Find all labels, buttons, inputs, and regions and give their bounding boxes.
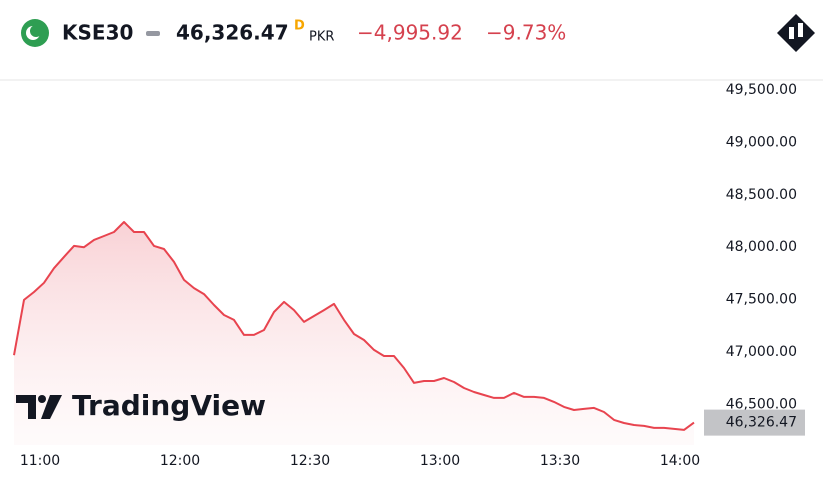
last-price-label: 46,326.47	[726, 415, 797, 431]
currency: PKR	[309, 30, 334, 45]
candle-icon	[777, 14, 815, 52]
y-tick-label: 47,500.00	[726, 292, 797, 308]
x-tick-label: 13:30	[540, 453, 580, 469]
y-tick-label: 49,000.00	[726, 134, 797, 150]
area-fill	[14, 222, 694, 445]
change: −4,995.92	[357, 21, 463, 45]
y-tick-label: 46,500.00	[726, 396, 797, 412]
price-suffix: D	[294, 19, 305, 34]
y-tick-label: 48,500.00	[726, 187, 797, 203]
plot: 46,500.00 47,000.00 47,500.00 48,000.00 48,5…	[13, 82, 805, 469]
x-tick-label: 13:00	[420, 453, 460, 469]
price-line	[13, 221, 695, 431]
separator	[146, 31, 160, 36]
price: 46,326.47	[176, 21, 289, 45]
y-tick-label: 48,000.00	[726, 239, 797, 255]
header: KSE30 46,326.47 D PKR −4,995.92 −9.73%	[0, 14, 823, 81]
symbol: KSE30	[62, 21, 133, 45]
watermark-logo: TradingView	[16, 389, 266, 422]
x-tick-label: 11:00	[20, 453, 60, 469]
x-tick-label: 12:00	[160, 453, 200, 469]
last-price-box	[704, 409, 805, 436]
crescent-cut	[30, 25, 42, 37]
x-tick-label: 14:00	[660, 453, 700, 469]
y-tick-label: 49,500.00	[726, 82, 797, 98]
change-pct: −9.73%	[486, 21, 566, 45]
x-tick-label: 12:30	[290, 453, 330, 469]
watermark: TradingView	[72, 389, 266, 422]
y-tick-label: 47,000.00	[726, 344, 797, 360]
